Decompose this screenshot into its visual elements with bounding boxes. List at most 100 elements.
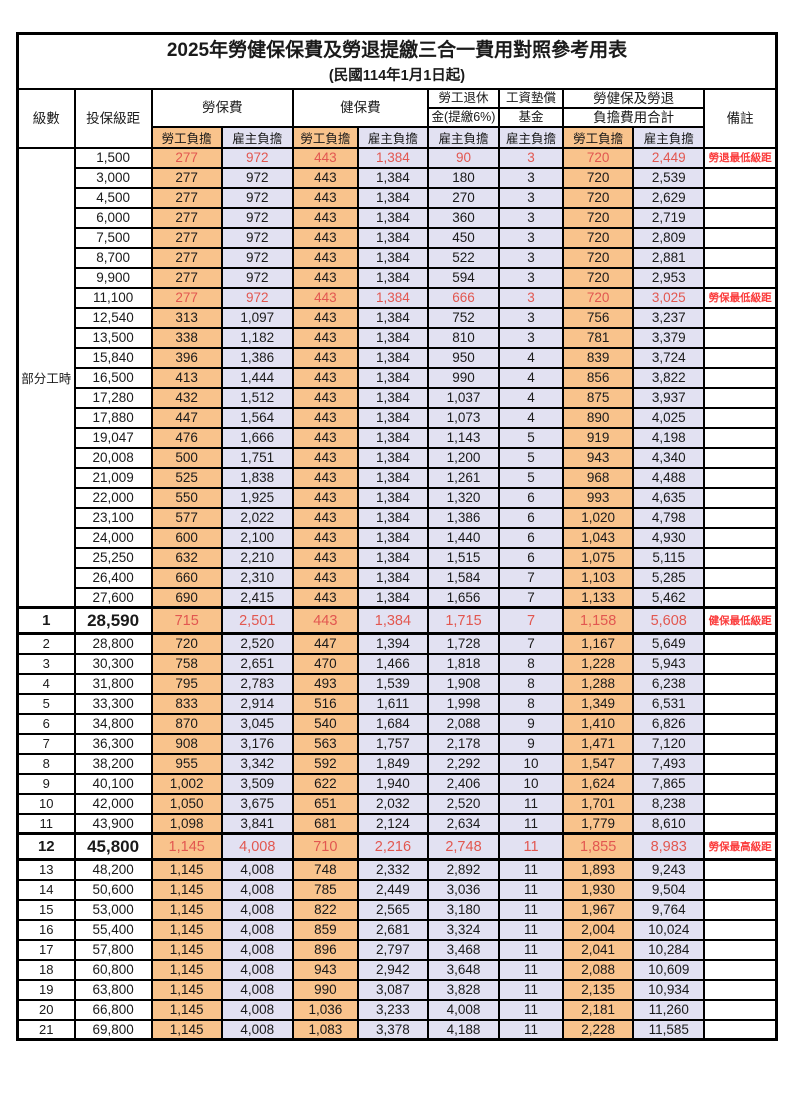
value-cell: 1,394 [356,632,429,655]
level-cell: 18 [16,958,76,981]
table-row: 4 31,800 795 2,783 493 1,539 1,908 8 1,288 6,238 [16,672,778,695]
bracket-cell: 60,800 [73,958,153,981]
bracket-cell: 15,840 [73,346,153,369]
value-cell: 8 [498,672,565,695]
table-row: 19 63,800 1,145 4,008 990 3,087 3,828 11 2,135 10… [16,978,778,1001]
value-cell: 447 [150,406,223,429]
value-cell: 2,332 [356,858,429,881]
note-cell [703,406,778,429]
value-cell: 592 [291,752,359,775]
bracket-cell: 1,500 [73,146,153,169]
bracket-cell: 57,800 [73,938,153,961]
value-cell: 540 [291,712,359,735]
value-cell: 955 [150,752,223,775]
value-cell: 3,675 [220,792,294,815]
value-cell: 7,120 [632,732,706,755]
value-cell: 2,748 [426,832,501,861]
value-cell: 859 [291,918,359,941]
value-cell: 1,200 [426,446,501,469]
value-cell: 443 [291,546,359,569]
value-cell: 11,585 [632,1018,706,1041]
col-header-health-insurance: 健保費 [291,87,429,128]
value-cell: 3 [498,326,565,349]
value-cell: 1,228 [562,652,635,675]
bracket-cell: 7,500 [73,226,153,249]
value-cell: 1,261 [426,466,501,489]
table-row: 17 57,800 1,145 4,008 896 2,797 3,468 11 2,041 10… [16,938,778,961]
value-cell: 2,216 [356,832,429,861]
value-cell: 277 [150,266,223,289]
value-cell: 1,384 [356,226,429,249]
level-cell: 7 [16,732,76,755]
table-row: 2 28,800 720 2,520 447 1,394 1,728 7 1,167 5,649 [16,632,778,655]
bracket-cell: 36,300 [73,732,153,755]
value-cell: 11 [498,832,565,861]
value-cell: 277 [150,166,223,189]
value-cell: 1,998 [426,692,501,715]
value-cell: 443 [291,606,359,635]
value-cell: 9,504 [632,878,706,901]
bracket-cell: 3,000 [73,166,153,189]
value-cell: 1,384 [356,446,429,469]
value-cell: 856 [562,366,635,389]
note-cell [703,166,778,189]
value-cell: 972 [220,186,294,209]
value-cell: 1,967 [562,898,635,921]
value-cell: 4,930 [632,526,706,549]
note-cell [703,366,778,389]
value-cell: 443 [291,346,359,369]
value-cell: 1,515 [426,546,501,569]
value-cell: 2,124 [356,812,429,835]
value-cell: 972 [220,166,294,189]
value-cell: 1,728 [426,632,501,655]
value-cell: 1,145 [150,938,223,961]
value-cell: 2,449 [632,146,706,169]
value-cell: 3,828 [426,978,501,1001]
value-cell: 277 [150,286,223,309]
value-cell: 9,764 [632,898,706,921]
value-cell: 2,809 [632,226,706,249]
note-cell [703,426,778,449]
value-cell: 9,243 [632,858,706,881]
value-cell: 1,182 [220,326,294,349]
note-cell [703,732,778,755]
value-cell: 2,565 [356,898,429,921]
value-cell: 3,342 [220,752,294,775]
value-cell: 990 [291,978,359,1001]
value-cell: 11 [498,858,565,881]
value-cell: 443 [291,486,359,509]
value-cell: 2,406 [426,772,501,795]
value-cell: 1,384 [356,186,429,209]
table-row: 27,600 690 2,415 443 1,384 1,656 7 1,133 5,462 [18,586,778,609]
value-cell: 1,073 [426,406,501,429]
value-cell: 5 [498,446,565,469]
note-cell [703,712,778,735]
value-cell: 1,320 [426,486,501,509]
value-cell: 443 [291,426,359,449]
value-cell: 3 [498,146,565,169]
value-cell: 2,681 [356,918,429,941]
bracket-cell: 31,800 [73,672,153,695]
table-row: 17,880 447 1,564 443 1,384 1,073 4 890 4,025 [18,406,778,429]
value-cell: 1,036 [291,998,359,1021]
level-cell: 15 [16,898,76,921]
value-cell: 3,822 [632,366,706,389]
value-cell: 11 [498,958,565,981]
level-cell: 19 [16,978,76,1001]
value-cell: 11,260 [632,998,706,1021]
value-cell: 1,444 [220,366,294,389]
value-cell: 11 [498,938,565,961]
title-row: 2025年勞健保保費及勞退提繳三合一費用對照參考用表 (民國114年1月1日起) [16,32,778,90]
bracket-cell: 21,009 [73,466,153,489]
value-cell: 1,584 [426,566,501,589]
value-cell: 2,634 [426,812,501,835]
table-row: 13,500 338 1,182 443 1,384 810 3 781 3,379 [18,326,778,349]
note-cell [703,632,778,655]
page-title: 2025年勞健保保費及勞退提繳三合一費用對照參考用表 [166,39,628,61]
value-cell: 2,135 [562,978,635,1001]
value-cell: 443 [291,446,359,469]
bracket-cell: 42,000 [73,792,153,815]
value-cell: 90 [426,146,501,169]
value-cell: 7 [498,566,565,589]
value-cell: 10 [498,772,565,795]
